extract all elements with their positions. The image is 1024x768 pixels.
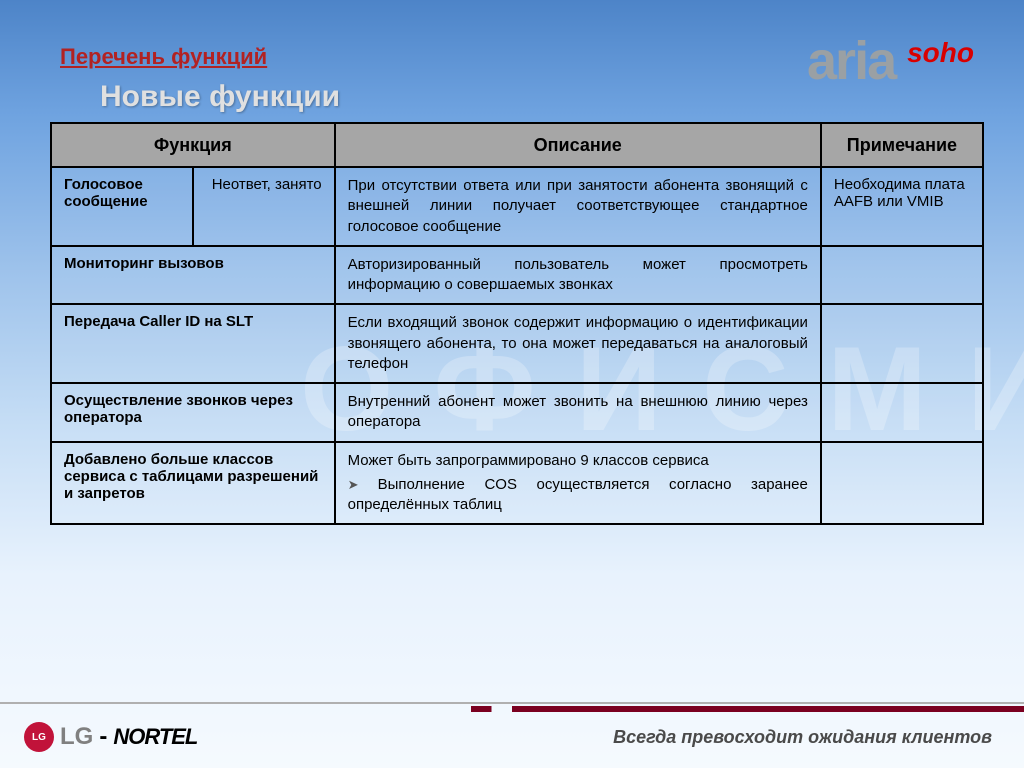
cell-note — [821, 383, 983, 442]
footer-logo-group: LG LG - NORTEL — [24, 722, 197, 752]
cell-function: Передача Caller ID на SLT — [51, 304, 335, 383]
nortel-text: NORTEL — [113, 724, 197, 750]
cell-description: Авторизированный пользователь может прос… — [335, 246, 821, 305]
cell-description: Если входящий звонок содержит информацию… — [335, 304, 821, 383]
col-description: Описание — [335, 123, 821, 167]
cell-function: Голосовое сообщение — [51, 167, 193, 246]
table-row: Мониторинг вызововАвторизированный польз… — [51, 246, 983, 305]
footer-divider — [0, 706, 1024, 712]
cell-function: Добавлено больше классов сервиса с табли… — [51, 442, 335, 525]
table-header-row: Функция Описание Примечание — [51, 123, 983, 167]
features-table-wrap: Функция Описание Примечание Голосовое со… — [50, 122, 984, 525]
cell-description: Внутренний абонент может звонить на внеш… — [335, 383, 821, 442]
bullet-item: Выполнение COS осуществляется согласно з… — [348, 475, 808, 516]
cell-note: Необходима плата AAFB или VMIB — [821, 167, 983, 246]
cell-note — [821, 442, 983, 525]
cell-note — [821, 246, 983, 305]
lg-text: LG — [60, 723, 93, 751]
table-row: Передача Caller ID на SLTЕсли входящий з… — [51, 304, 983, 383]
cell-note — [821, 304, 983, 383]
lg-badge-icon: LG — [24, 722, 54, 752]
table-body: Голосовое сообщениеНеответ, занятоПри от… — [51, 167, 983, 524]
footer-slogan: Всегда превосходит ожидания клиентов — [613, 727, 992, 748]
cell-description: Может быть запрограммировано 9 классов с… — [335, 442, 821, 525]
table-row: Осуществление звонков через оператораВну… — [51, 383, 983, 442]
col-note: Примечание — [821, 123, 983, 167]
cell-subfunction: Неответ, занято — [193, 167, 335, 246]
slide-header: Перечень функций Новые функции aria soho — [0, 0, 1024, 114]
table-row: Добавлено больше классов сервиса с табли… — [51, 442, 983, 525]
soho-logo: soho — [907, 37, 974, 69]
logo-group: aria soho — [807, 30, 974, 92]
cell-function: Мониторинг вызовов — [51, 246, 335, 305]
cell-function: Осуществление звонков через оператора — [51, 383, 335, 442]
dash-icon: - — [99, 723, 107, 751]
features-table: Функция Описание Примечание Голосовое со… — [50, 122, 984, 525]
table-row: Голосовое сообщениеНеответ, занятоПри от… — [51, 167, 983, 246]
aria-logo: aria — [807, 30, 895, 92]
slide-footer: LG LG - NORTEL Всегда превосходит ожидан… — [0, 706, 1024, 768]
cell-description: При отсутствии ответа или при занятости … — [335, 167, 821, 246]
col-function: Функция — [51, 123, 335, 167]
